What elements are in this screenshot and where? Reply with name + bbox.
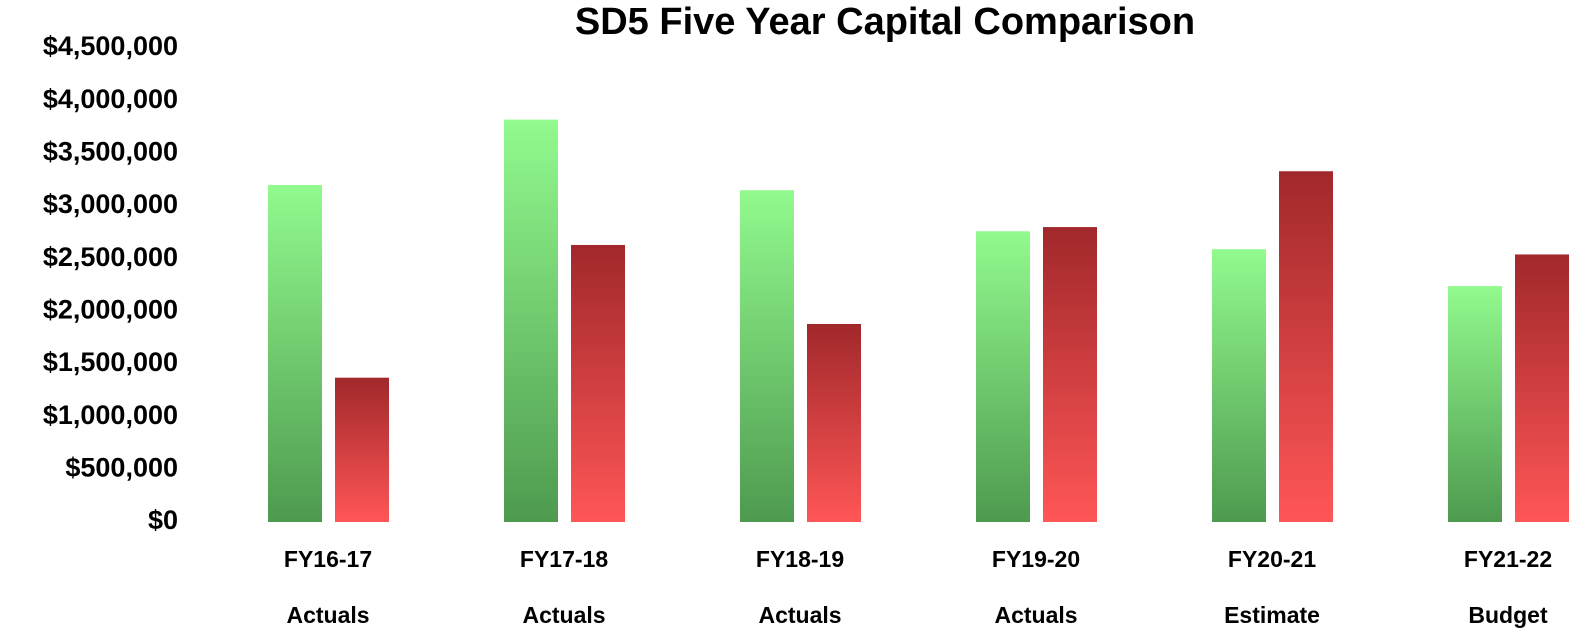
x-tick-sublabel: Actuals xyxy=(286,602,369,628)
y-tick-label: $1,500,000 xyxy=(43,347,178,377)
x-tick-label: FY16-17 xyxy=(284,546,372,572)
bar xyxy=(335,377,389,522)
y-tick-label: $4,500,000 xyxy=(43,31,178,61)
x-tick-sublabel: Budget xyxy=(1468,602,1548,628)
x-tick-label: FY20-21 xyxy=(1228,546,1316,572)
bar xyxy=(1515,254,1569,522)
bar xyxy=(807,323,861,522)
x-tick-sublabel: Actuals xyxy=(522,602,605,628)
x-tick-sublabel: Actuals xyxy=(758,602,841,628)
bar xyxy=(571,244,625,522)
bar xyxy=(976,231,1030,522)
x-tick-label: FY18-19 xyxy=(756,546,844,572)
y-tick-label: $3,500,000 xyxy=(43,136,178,166)
y-tick-label: $4,000,000 xyxy=(43,84,178,114)
x-tick-sublabel: Actuals xyxy=(994,602,1077,628)
y-tick-label: $2,500,000 xyxy=(43,242,178,272)
x-tick-label: FY19-20 xyxy=(992,546,1080,572)
x-tick-label: FY17-18 xyxy=(520,546,608,572)
bar xyxy=(1212,249,1266,523)
bar xyxy=(740,190,794,522)
y-tick-label: $500,000 xyxy=(65,452,178,482)
y-tick-label: $2,000,000 xyxy=(43,294,178,324)
bar xyxy=(1043,227,1097,523)
chart-title: SD5 Five Year Capital Comparison xyxy=(575,1,1195,43)
x-tick-label: FY21-22 xyxy=(1464,546,1552,572)
bar xyxy=(504,119,558,523)
bar xyxy=(1448,286,1502,522)
y-tick-label: $3,000,000 xyxy=(43,189,178,219)
x-tick-sublabel: Estimate xyxy=(1224,602,1320,628)
y-tick-label: $1,000,000 xyxy=(43,400,178,430)
bar xyxy=(1279,171,1333,523)
bar xyxy=(268,184,322,522)
y-tick-label: $0 xyxy=(148,505,178,535)
